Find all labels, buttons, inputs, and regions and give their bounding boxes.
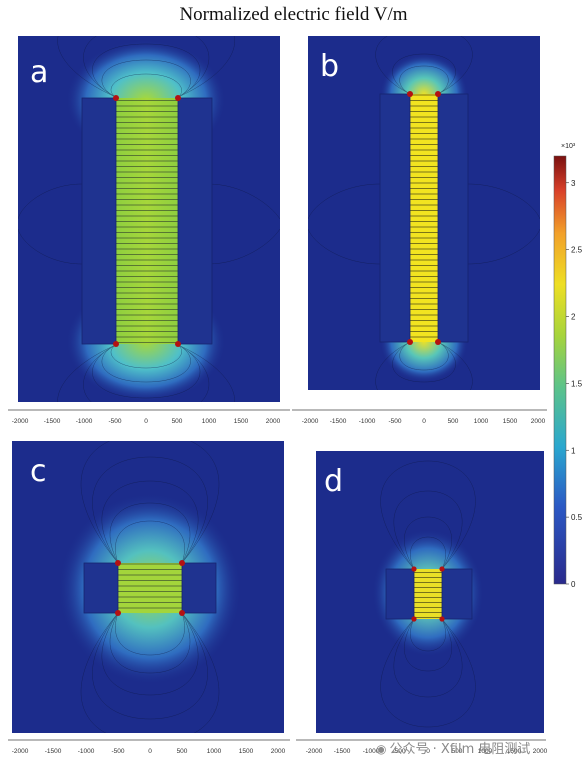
panel-c-right-electrode: [181, 562, 217, 614]
panel-c-tick: -1500: [45, 748, 62, 755]
panel-a-hotspot: [175, 341, 181, 347]
colorbar-tick-label: 2.5: [571, 246, 583, 255]
panel-d-tick: 1000: [478, 748, 493, 755]
panel-b-hotspot: [407, 339, 413, 345]
panel-b-hotspot: [407, 91, 413, 97]
wechat-icon: ◉: [376, 742, 387, 756]
panel-d-tick: 500: [452, 748, 463, 755]
panel-b-tick: 1000: [474, 418, 489, 425]
panel-c-x-axis: -2000 -1500 -1000 -500 0 500 1000 1500 2…: [8, 739, 290, 755]
panel-a-hotspot: [175, 95, 181, 101]
panel-d-tick: 0: [426, 748, 430, 755]
panel-d-hotspot: [411, 566, 417, 572]
panel-d-hotspot: [411, 616, 417, 622]
panel-b-right-electrode: [437, 93, 469, 343]
panel-a-right-electrode: [177, 97, 213, 345]
colorbar-gradient: [553, 155, 567, 585]
panel-d-tick: 1500: [507, 748, 522, 755]
panel-c-tick: 1500: [239, 748, 254, 755]
panel-c-tick: -500: [111, 748, 124, 755]
panel-d-letter: d: [324, 464, 343, 499]
panel-b-gap-lines: [410, 94, 438, 342]
panel-c-hotspot: [115, 610, 121, 616]
panel-d-right-electrode: [441, 568, 473, 620]
panel-a-tick: 1000: [202, 418, 217, 425]
panel-c-hotspot: [115, 560, 121, 566]
panel-d-tick: -500: [392, 748, 405, 755]
panel-c: c -2000 -1500 -1000 -500 0 500 1000 1500…: [8, 441, 290, 755]
panel-a-tick: -1500: [44, 418, 61, 425]
panel-d-gap-lines: [414, 569, 442, 619]
panel-d-hotspot: [439, 566, 445, 572]
panel-b-tick: 500: [448, 418, 459, 425]
panel-b-tick: -1500: [330, 418, 347, 425]
colorbar: ×10³ 3 2.5 2 1.5 1 0.5 0: [553, 143, 583, 589]
panel-d-tick: -1500: [334, 748, 351, 755]
colorbar-ticks: 3 2.5 2 1.5 1 0.5 0: [566, 179, 583, 589]
panel-c-tick: -1000: [78, 748, 95, 755]
panel-b-tick: -1000: [359, 418, 376, 425]
panel-a-tick: 500: [172, 418, 183, 425]
panel-a-tick: 1500: [234, 418, 249, 425]
panel-a: a -2000 -1500 -1000 -500 0 500 1000 1500…: [8, 36, 290, 425]
colorbar-tick-label: 1: [571, 446, 576, 455]
panel-c-left-electrode: [83, 562, 119, 614]
panel-b: b -2000 -1500 -1000 -500 0 500 1000 1500…: [292, 36, 547, 425]
panel-a-tick: -2000: [12, 418, 29, 425]
panel-a-hotspot: [113, 341, 119, 347]
panel-c-hotspot: [179, 560, 185, 566]
panel-c-tick: 1000: [207, 748, 222, 755]
panel-c-tick: 500: [177, 748, 188, 755]
panel-c-tick: 0: [148, 748, 152, 755]
panel-a-tick: -500: [108, 418, 121, 425]
panel-c-tick: 2000: [271, 748, 286, 755]
panel-b-field-lines: [308, 36, 540, 390]
panel-d: d -2000 -1500 -1000 -500 0 500 1000 1500…: [296, 451, 548, 755]
figure-title: Normalized electric field V/m: [179, 4, 408, 25]
colorbar-exponent: ×10³: [561, 143, 576, 150]
panel-c-letter: c: [30, 454, 47, 489]
panel-c-hotspot: [179, 610, 185, 616]
colorbar-tick-label: 0.5: [571, 513, 583, 522]
watermark-text: 公众号 · Xfilm 电阻测试: [389, 742, 531, 757]
panel-d-tick: -2000: [306, 748, 323, 755]
panel-a-tick: -1000: [76, 418, 93, 425]
panel-b-tick: 1500: [503, 418, 518, 425]
panel-d-tick: -1000: [363, 748, 380, 755]
panel-b-tick: -2000: [302, 418, 319, 425]
watermark: ◉ 公众号 · Xfilm 电阻测试: [376, 738, 530, 757]
panel-b-letter: b: [320, 49, 339, 84]
panel-d-tick: 2000: [533, 748, 548, 755]
panel-a-tick: 2000: [266, 418, 281, 425]
panel-b-x-axis: -2000 -1500 -1000 -500 0 500 1000 1500 2…: [292, 409, 547, 425]
panel-b-tick: 2000: [531, 418, 546, 425]
panel-a-left-electrode: [81, 97, 117, 345]
colorbar-tick-label: 3: [571, 179, 576, 188]
panel-b-tick: 0: [422, 418, 426, 425]
colorbar-tick-label: 1.5: [571, 379, 583, 388]
panel-b-left-electrode: [379, 93, 411, 343]
panel-c-tick: -2000: [12, 748, 29, 755]
panel-b-hotspot: [435, 91, 441, 97]
panel-c-gap-lines: [118, 563, 182, 613]
panel-a-gap-lines: [116, 98, 178, 344]
panel-a-tick: 0: [144, 418, 148, 425]
panel-b-hotspot: [435, 339, 441, 345]
panel-d-left-electrode: [385, 568, 415, 620]
panel-a-x-axis: -2000 -1500 -1000 -500 0 500 1000 1500 2…: [8, 409, 290, 425]
panel-d-x-axis: -2000 -1500 -1000 -500 0 500 1000 1500 2…: [296, 739, 548, 755]
panel-d-hotspot: [439, 616, 445, 622]
colorbar-tick-label: 2: [571, 313, 576, 322]
panel-b-tick: -500: [388, 418, 401, 425]
panel-a-letter: a: [30, 55, 48, 90]
colorbar-tick-label: 0: [571, 580, 576, 589]
panel-a-field-lines: [18, 36, 280, 402]
panel-a-hotspot: [113, 95, 119, 101]
